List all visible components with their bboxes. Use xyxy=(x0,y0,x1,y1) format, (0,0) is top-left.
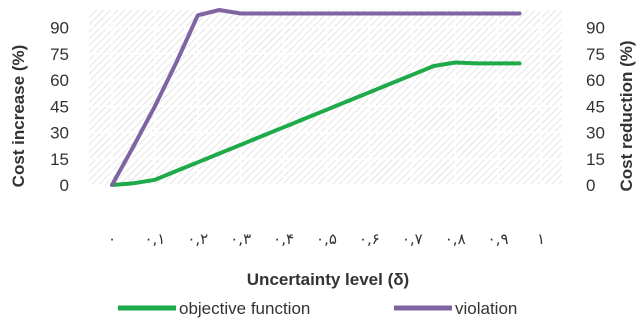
legend-label-objective-function: objective function xyxy=(179,299,310,318)
y-left-tick-label: 45 xyxy=(50,97,69,116)
y-left-tick-label: 60 xyxy=(50,71,69,90)
y-axis-right-title: Cost reduction (%) xyxy=(617,40,636,191)
x-tick-label: ۰,۳ xyxy=(230,230,251,248)
legend: objective function violation xyxy=(118,299,517,318)
y-right-tick-label: 0 xyxy=(586,176,595,195)
y-right-tick-label: 30 xyxy=(586,124,605,143)
x-tick-label: ۰,۵ xyxy=(316,230,337,248)
x-tick-label: ۰,۸ xyxy=(445,230,466,248)
series-lines xyxy=(110,8,522,187)
y-axis-right-ticks: 0 15 30 45 60 75 90 xyxy=(586,19,605,196)
x-tick-label: ۰ xyxy=(108,230,116,248)
x-tick-label: ۰,۹ xyxy=(488,230,509,248)
plot-area-background xyxy=(89,10,562,185)
y-axis-left-ticks: 0 15 30 45 60 75 90 xyxy=(50,19,69,196)
x-tick-label: ۱ xyxy=(537,230,545,248)
y-right-tick-label: 75 xyxy=(586,45,605,64)
y-right-tick-label: 45 xyxy=(586,97,605,116)
y-left-tick-label: 75 xyxy=(50,45,69,64)
y-left-tick-label: 0 xyxy=(60,176,69,195)
y-right-tick-label: 90 xyxy=(586,19,605,38)
x-tick-label: ۰,۱ xyxy=(144,230,165,248)
x-tick-label: ۰,۶ xyxy=(359,230,380,248)
legend-label-violation: violation xyxy=(455,299,517,318)
x-tick-label: ۰,۷ xyxy=(402,230,423,248)
series-line-objective-function xyxy=(110,60,522,187)
y-axis-left-title: Cost increase (%) xyxy=(9,45,28,188)
x-axis-title: Uncertainty level (δ) xyxy=(247,270,409,289)
x-tick-label: ۰,۲ xyxy=(187,230,208,248)
series-line-violation xyxy=(110,8,522,187)
y-left-tick-label: 30 xyxy=(50,124,69,143)
y-right-tick-label: 60 xyxy=(586,71,605,90)
y-left-tick-label: 90 xyxy=(50,19,69,38)
grid-lines xyxy=(89,10,562,186)
y-left-tick-label: 15 xyxy=(50,150,69,169)
y-right-tick-label: 15 xyxy=(586,150,605,169)
x-axis-ticks: ۰ ۰,۱ ۰,۲ ۰,۳ ۰,۴ ۰,۵ ۰,۶ ۰,۷ ۰,۸ ۰,۹ ۱ xyxy=(108,230,545,248)
x-tick-label: ۰,۴ xyxy=(273,230,294,248)
